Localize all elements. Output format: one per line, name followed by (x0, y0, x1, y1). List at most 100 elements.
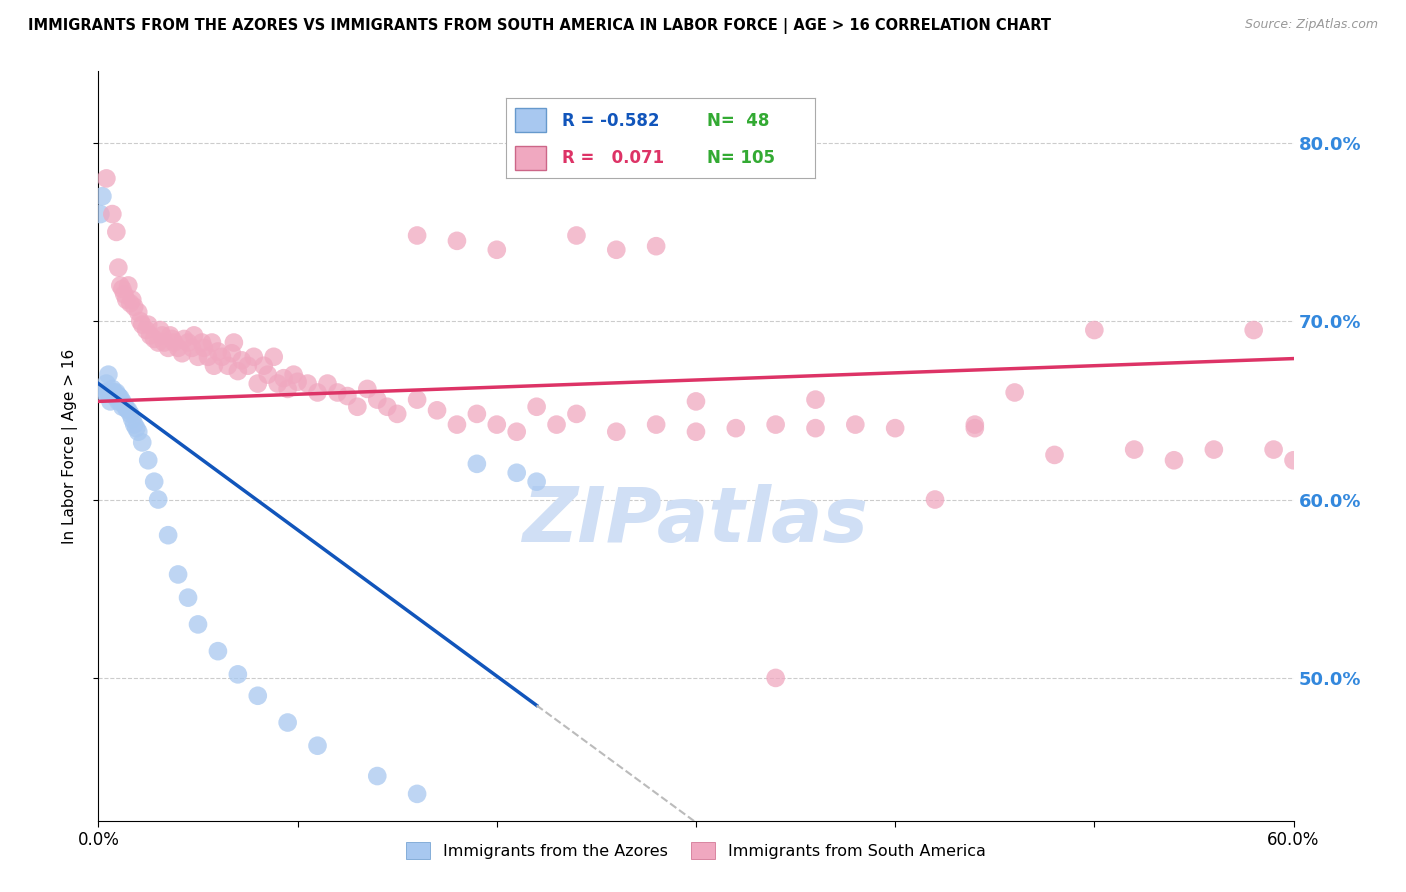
Point (103, 389, 125, 403)
Point (226, 667, 249, 681)
Point (222, 335, 245, 350)
Point (645, 239, 668, 253)
Point (565, 407, 588, 421)
Point (139, 328, 162, 343)
Point (91, 189, 114, 203)
Point (157, 528, 180, 542)
Point (111, 394, 134, 409)
Point (685, 425, 707, 439)
Point (89, 207, 111, 221)
Point (105, 225, 128, 239)
FancyBboxPatch shape (516, 108, 547, 132)
Point (1083, 323, 1105, 337)
Point (605, 425, 627, 439)
Point (193, 341, 215, 355)
Point (136, 318, 159, 332)
Point (1123, 442, 1146, 457)
Point (120, 407, 142, 421)
Point (1263, 442, 1285, 457)
Point (246, 689, 269, 703)
Point (111, 282, 134, 296)
Point (277, 382, 299, 396)
Point (465, 407, 488, 421)
Point (924, 492, 946, 507)
Text: R =   0.071: R = 0.071 (562, 149, 664, 168)
Point (124, 300, 146, 314)
Point (160, 332, 183, 346)
Point (685, 394, 707, 409)
Point (406, 787, 429, 801)
Point (263, 350, 285, 364)
Point (1043, 448, 1066, 462)
Point (115, 401, 138, 416)
Point (120, 296, 142, 310)
Point (765, 671, 787, 685)
Text: R = -0.582: R = -0.582 (562, 112, 659, 129)
Point (167, 567, 190, 582)
Point (183, 328, 205, 343)
Point (366, 392, 388, 407)
Point (117, 278, 139, 293)
Point (98, 394, 122, 409)
Point (207, 644, 229, 658)
Point (506, 466, 529, 480)
Point (117, 403, 139, 417)
Point (375, 400, 398, 414)
Point (148, 492, 170, 507)
Point (804, 392, 827, 407)
Point (963, 417, 986, 432)
Point (97, 385, 120, 400)
Point (112, 287, 135, 301)
Point (110, 391, 132, 405)
Point (207, 344, 229, 359)
Point (101, 207, 124, 221)
Point (96, 376, 118, 391)
Point (101, 385, 124, 400)
Point (446, 417, 468, 432)
Point (426, 403, 449, 417)
Point (804, 421, 827, 435)
Text: N= 105: N= 105 (707, 149, 775, 168)
Point (406, 228, 429, 243)
Point (506, 425, 529, 439)
Point (236, 359, 259, 373)
Point (177, 335, 200, 350)
Point (125, 421, 148, 435)
Point (1163, 453, 1185, 467)
Point (256, 368, 278, 382)
Point (1004, 385, 1026, 400)
Point (135, 323, 157, 337)
Point (565, 228, 588, 243)
Point (277, 715, 299, 730)
Point (97, 368, 120, 382)
Point (153, 335, 176, 350)
Point (485, 243, 508, 257)
Point (316, 376, 339, 391)
Point (243, 350, 266, 364)
Point (546, 417, 568, 432)
Point (107, 394, 129, 409)
Point (446, 234, 468, 248)
Point (93, 385, 115, 400)
Point (336, 389, 359, 403)
Point (963, 421, 986, 435)
Point (101, 382, 124, 396)
Text: IMMIGRANTS FROM THE AZORES VS IMMIGRANTS FROM SOUTH AMERICA IN LABOR FORCE | AGE: IMMIGRANTS FROM THE AZORES VS IMMIGRANTS… (28, 18, 1052, 34)
Point (172, 346, 194, 360)
Point (366, 769, 388, 783)
Point (406, 392, 429, 407)
Point (267, 376, 290, 391)
Point (173, 332, 195, 346)
Point (148, 335, 170, 350)
Point (143, 332, 166, 346)
Point (127, 305, 149, 319)
Point (131, 318, 153, 332)
Point (485, 417, 508, 432)
Point (273, 371, 295, 385)
Point (163, 335, 186, 350)
Point (197, 350, 219, 364)
Point (526, 400, 548, 414)
Point (121, 412, 143, 426)
Point (107, 260, 129, 275)
Point (526, 475, 548, 489)
